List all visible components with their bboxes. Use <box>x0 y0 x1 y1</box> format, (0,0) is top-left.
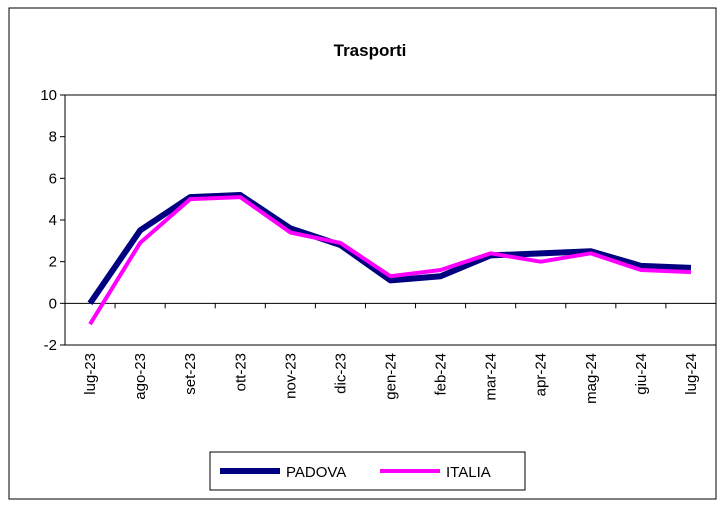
x-tick-label: giu-24 <box>633 353 650 395</box>
x-tick-label: gen-24 <box>383 353 400 400</box>
legend-label: ITALIA <box>446 464 491 481</box>
x-tick-label: set-23 <box>182 353 199 395</box>
x-tick-label: lug-23 <box>82 353 99 395</box>
legend-label: PADOVA <box>286 464 346 481</box>
series-line <box>88 195 692 326</box>
chart-title: Trasporti <box>334 41 407 60</box>
x-tick-label: feb-24 <box>433 353 450 396</box>
y-tick-label: 4 <box>49 212 57 229</box>
x-tick-label: apr-24 <box>533 353 550 396</box>
y-tick-label: 6 <box>49 170 57 187</box>
x-tick-label: ott-23 <box>232 353 249 391</box>
y-tick-label: 10 <box>40 87 57 104</box>
x-tick-label: mar-24 <box>483 353 500 401</box>
x-tick-label: dic-23 <box>332 353 349 394</box>
series-line <box>87 192 692 306</box>
y-tick-label: 2 <box>49 254 57 271</box>
x-tick-label: ago-23 <box>132 353 149 400</box>
chart-frame <box>8 7 717 500</box>
y-tick-label: 8 <box>49 129 57 146</box>
y-tick-label: -2 <box>44 337 57 354</box>
x-tick-label: lug-24 <box>683 353 700 395</box>
x-tick-label: nov-23 <box>282 353 299 399</box>
y-tick-label: 0 <box>49 295 57 312</box>
x-tick-label: mag-24 <box>583 353 600 404</box>
